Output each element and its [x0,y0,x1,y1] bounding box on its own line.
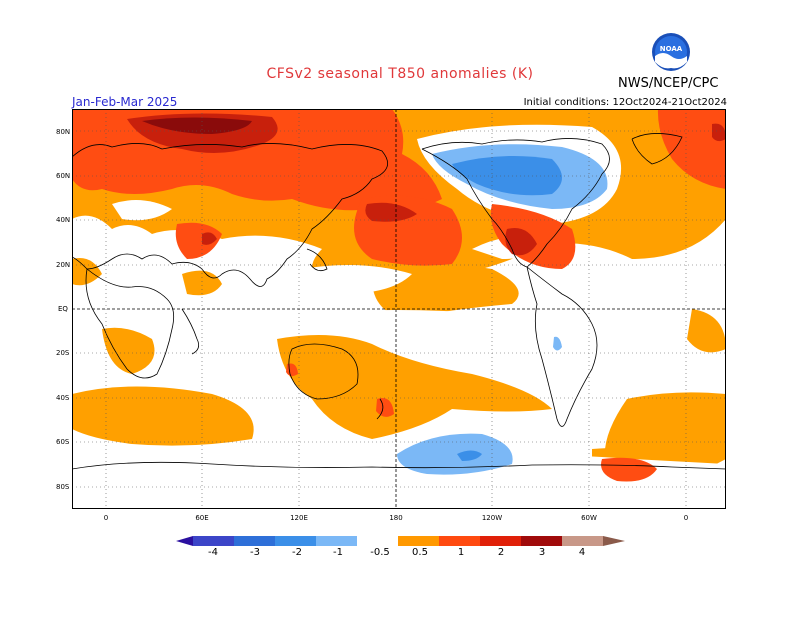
colorbar-swatch [234,536,275,546]
colorbar-label: -4 [208,547,218,558]
colorbar [0,530,800,570]
colorbar-swatch [275,536,316,546]
map-frame [72,109,726,509]
forecast-period: Jan-Feb-Mar 2025 [72,95,178,109]
noaa-logo: NOAA [651,32,691,72]
lon-label: 60W [581,514,597,522]
lon-label: 120W [481,514,503,522]
colorbar-label: 1 [457,547,465,558]
lon-label: 60E [195,514,209,522]
lat-label: 80N [56,128,71,136]
colorbar-swatch [357,536,398,546]
lat-label: 60N [56,172,71,180]
cold-anomaly-areas [452,155,562,461]
lat-label: 60S [56,438,70,446]
colorbar-label: -3 [250,547,260,558]
lat-label: 20S [56,349,70,357]
very-warm-anomaly-areas [142,117,252,134]
colorbar-swatch [562,536,603,546]
lat-label: 40S [56,394,70,402]
lon-label: 0 [103,514,109,522]
colorbar-label: 0.5 [412,547,428,558]
agency-label: NWS/NCEP/CPC [618,76,719,91]
lon-label: 180 [389,514,403,522]
colorbar-swatches [176,536,625,546]
colorbar-swatch [603,536,625,546]
colorbar-swatch [176,536,193,546]
anomaly-map [71,109,727,509]
lon-label: 0 [683,514,689,522]
lat-label: EQ [58,305,68,313]
colorbar-label: -0.5 [370,547,390,558]
colorbar-swatch [193,536,234,546]
colorbar-label: -2 [292,547,302,558]
lat-label: 40N [56,216,71,224]
colorbar-label: -1 [333,547,343,558]
colorbar-label: 2 [497,547,505,558]
colorbar-swatch [439,536,480,546]
colorbar-swatch [480,536,521,546]
colorbar-swatch [316,536,357,546]
colorbar-label: 3 [538,547,546,558]
initial-conditions: Initial conditions: 12Oct2024-21Oct2024 [523,97,727,108]
coastlines [71,133,727,470]
equator-dateline [72,109,726,509]
lon-label: 120E [290,514,308,522]
colorbar-label: 4 [578,547,586,558]
colorbar-swatch [398,536,439,546]
colorbar-swatch [521,536,562,546]
logo-text: NOAA [660,45,683,53]
map-title: CFSv2 seasonal T850 anomalies (K) [266,66,534,82]
lat-label: 80S [56,483,70,491]
lat-label: 20N [56,261,71,269]
